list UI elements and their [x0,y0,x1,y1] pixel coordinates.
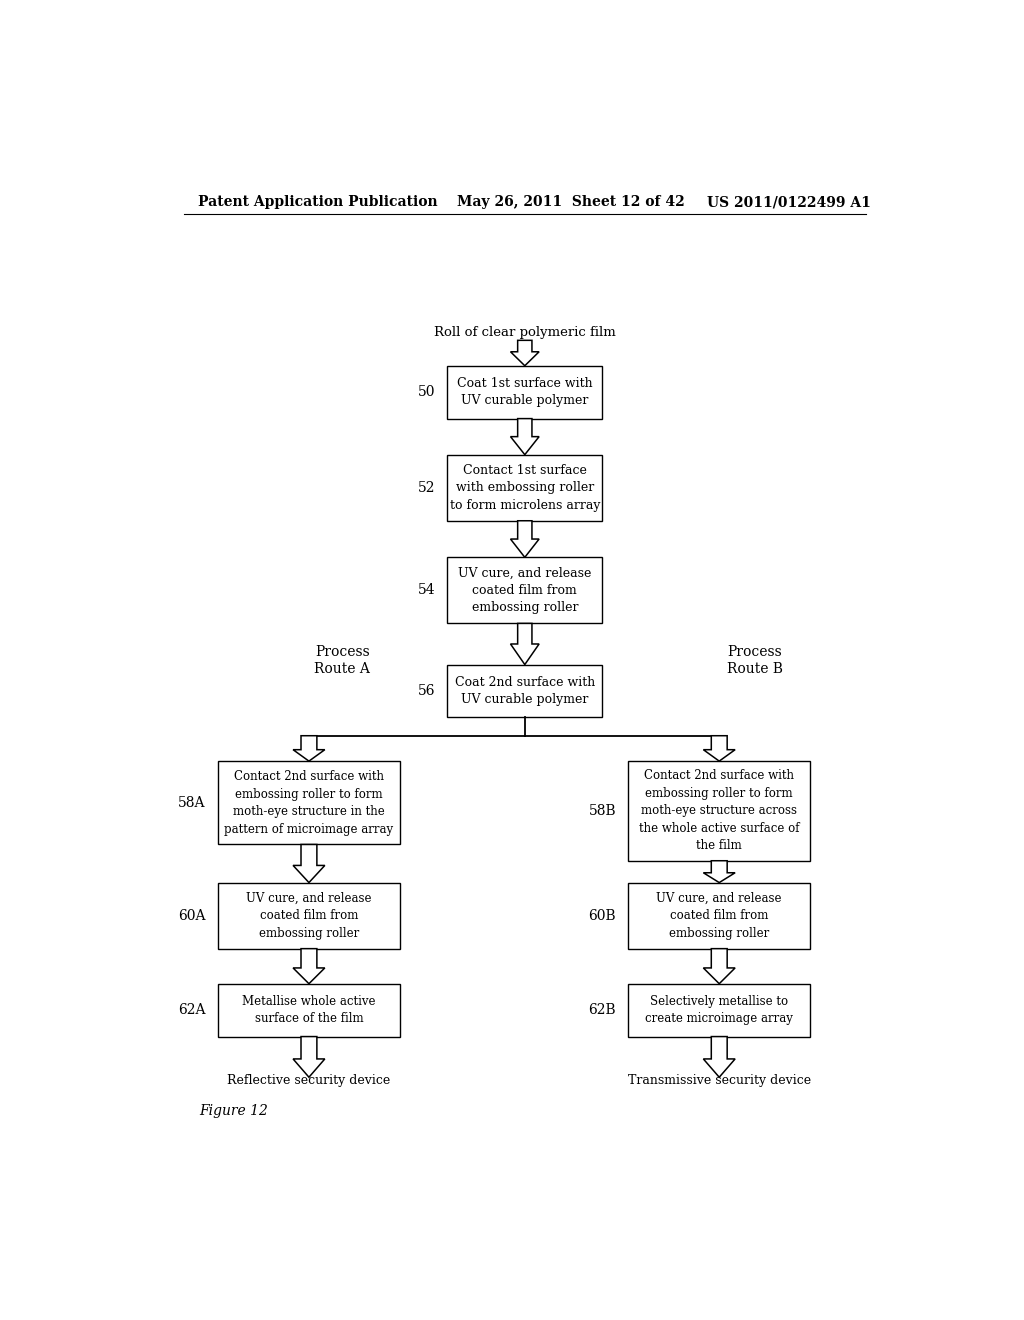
Polygon shape [511,521,539,557]
Text: Figure 12: Figure 12 [200,1104,268,1118]
Text: Selectively metallise to
create microimage array: Selectively metallise to create microima… [645,995,794,1026]
Text: May 26, 2011  Sheet 12 of 42: May 26, 2011 Sheet 12 of 42 [458,195,685,209]
Text: 62B: 62B [589,1003,616,1018]
Text: Transmissive security device: Transmissive security device [628,1073,811,1086]
Bar [218,762,400,845]
Text: Roll of clear polymeric film: Roll of clear polymeric film [434,326,615,339]
Polygon shape [703,1036,735,1077]
Polygon shape [703,861,735,883]
Text: Process
Route B: Process Route B [727,645,783,676]
Text: 62A: 62A [178,1003,206,1018]
Bar [447,557,602,623]
Text: 56: 56 [418,684,435,698]
Bar [218,983,400,1036]
Text: 60A: 60A [178,908,206,923]
Text: 52: 52 [418,480,435,495]
Polygon shape [511,623,539,664]
Polygon shape [293,735,325,762]
Polygon shape [293,949,325,983]
Text: Metallise whole active
surface of the film: Metallise whole active surface of the fi… [243,995,376,1026]
Bar [447,664,602,718]
Text: Contact 2nd surface with
embossing roller to form
moth-eye structure in the
patt: Contact 2nd surface with embossing rolle… [224,770,393,836]
Text: Coat 2nd surface with
UV curable polymer: Coat 2nd surface with UV curable polymer [455,676,595,706]
Bar [447,454,602,521]
Text: Contact 2nd surface with
embossing roller to form
moth-eye structure across
the : Contact 2nd surface with embossing rolle… [639,770,800,853]
Text: Contact 1st surface
with embossing roller
to form microlens array: Contact 1st surface with embossing rolle… [450,463,600,512]
Bar [218,883,400,949]
Text: 60B: 60B [589,908,616,923]
Polygon shape [293,845,325,883]
Text: UV cure, and release
coated film from
embossing roller: UV cure, and release coated film from em… [458,566,592,614]
Bar [447,366,602,418]
Polygon shape [703,735,735,762]
Bar [628,762,811,861]
Text: US 2011/0122499 A1: US 2011/0122499 A1 [708,195,871,209]
Bar [628,983,811,1036]
Text: Patent Application Publication: Patent Application Publication [198,195,437,209]
Text: 58A: 58A [178,796,206,809]
Text: UV cure, and release
coated film from
embossing roller: UV cure, and release coated film from em… [656,891,782,940]
Text: Reflective security device: Reflective security device [227,1073,390,1086]
Text: Coat 1st surface with
UV curable polymer: Coat 1st surface with UV curable polymer [457,378,593,408]
Bar [628,883,811,949]
Polygon shape [511,418,539,454]
Text: 58B: 58B [589,804,616,818]
Text: UV cure, and release
coated film from
embossing roller: UV cure, and release coated film from em… [246,891,372,940]
Text: 50: 50 [418,385,435,399]
Text: 54: 54 [418,583,435,598]
Polygon shape [293,1036,325,1077]
Text: Process
Route A: Process Route A [314,645,371,676]
Polygon shape [703,949,735,983]
Polygon shape [511,341,539,366]
